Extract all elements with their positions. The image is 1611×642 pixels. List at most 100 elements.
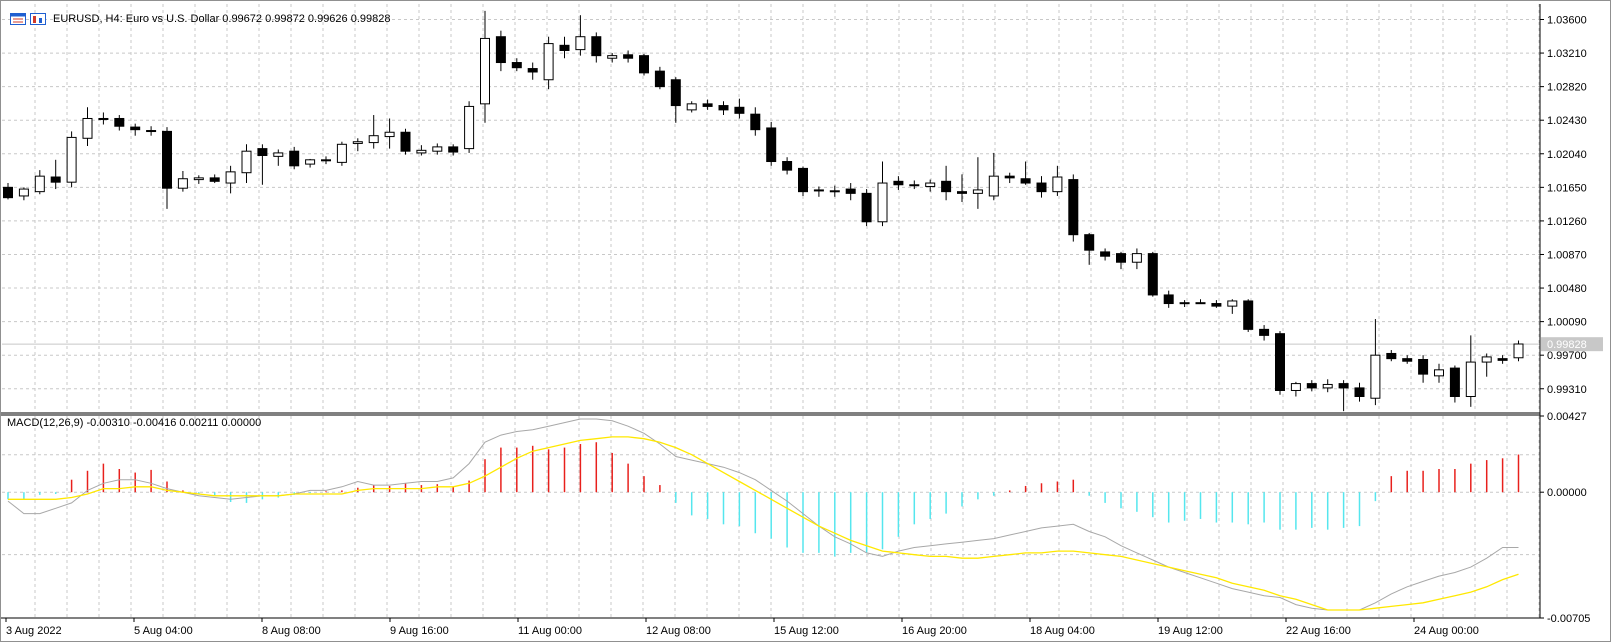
candle[interactable] — [1243, 299, 1254, 332]
candle[interactable] — [464, 101, 475, 153]
candle[interactable] — [336, 141, 347, 166]
candle[interactable] — [829, 185, 840, 197]
candle[interactable] — [416, 145, 427, 156]
candle[interactable] — [241, 144, 252, 184]
candle[interactable] — [368, 115, 379, 149]
candle[interactable] — [1513, 340, 1524, 362]
candle[interactable] — [1147, 251, 1158, 297]
candle[interactable] — [480, 10, 490, 123]
candle[interactable] — [273, 149, 284, 166]
candle[interactable] — [575, 15, 586, 56]
candle[interactable] — [639, 53, 649, 76]
candle[interactable] — [1131, 248, 1142, 270]
candle[interactable] — [146, 126, 157, 136]
candle[interactable] — [909, 180, 920, 190]
candle[interactable] — [591, 32, 602, 63]
candle[interactable] — [1084, 232, 1095, 265]
candle[interactable] — [1100, 248, 1111, 261]
candle[interactable] — [1402, 355, 1413, 364]
candle[interactable] — [321, 156, 331, 165]
candle[interactable] — [82, 107, 93, 147]
candle[interactable] — [1259, 325, 1270, 341]
chart-bars-icon[interactable] — [30, 13, 46, 25]
candle[interactable] — [511, 58, 522, 72]
candle[interactable] — [1116, 251, 1126, 270]
candle[interactable] — [1418, 355, 1429, 383]
candle[interactable] — [941, 165, 952, 201]
candle[interactable] — [559, 36, 570, 59]
candle[interactable] — [925, 179, 936, 192]
candle[interactable] — [1370, 319, 1381, 406]
candle[interactable] — [66, 131, 77, 188]
candle[interactable] — [1449, 365, 1460, 403]
chart-window-icon[interactable] — [10, 13, 26, 25]
candle[interactable] — [972, 157, 983, 209]
candle[interactable] — [162, 127, 172, 209]
candle[interactable] — [1036, 176, 1047, 198]
candle[interactable] — [1195, 299, 1206, 305]
candle[interactable] — [543, 36, 554, 90]
candle[interactable] — [1465, 335, 1476, 407]
candle[interactable] — [18, 187, 29, 201]
candle[interactable] — [50, 159, 61, 190]
candle[interactable] — [1306, 380, 1317, 392]
candle[interactable] — [177, 170, 188, 192]
candle[interactable] — [1497, 355, 1508, 364]
candle[interactable] — [654, 66, 665, 90]
candle[interactable] — [130, 123, 141, 136]
candle[interactable] — [34, 170, 45, 195]
candle[interactable] — [1481, 353, 1492, 377]
candle[interactable] — [257, 144, 268, 185]
candle[interactable] — [1275, 331, 1285, 395]
candle[interactable] — [861, 189, 872, 227]
candle[interactable] — [718, 101, 729, 116]
candle[interactable] — [750, 107, 761, 136]
candle[interactable] — [607, 53, 618, 63]
candle[interactable] — [1322, 379, 1333, 393]
candle[interactable] — [623, 50, 634, 63]
candle[interactable] — [1004, 172, 1015, 184]
candle[interactable] — [3, 183, 13, 200]
candle[interactable] — [289, 146, 300, 170]
candle[interactable] — [1386, 350, 1397, 362]
candle[interactable] — [1227, 299, 1238, 314]
candle[interactable] — [193, 175, 204, 184]
candle[interactable] — [495, 30, 506, 72]
candle[interactable] — [352, 138, 363, 152]
candle[interactable] — [957, 174, 967, 202]
candle[interactable] — [225, 165, 236, 194]
candle[interactable] — [782, 157, 793, 175]
candle[interactable] — [98, 112, 109, 125]
candle[interactable] — [1068, 174, 1079, 242]
candle[interactable] — [988, 152, 999, 201]
candle[interactable] — [670, 77, 681, 123]
candle[interactable] — [1290, 381, 1301, 397]
candle[interactable] — [686, 101, 697, 113]
candle[interactable] — [702, 99, 713, 110]
candle[interactable] — [1211, 300, 1222, 308]
candle[interactable] — [448, 144, 459, 156]
candle[interactable] — [1338, 380, 1349, 412]
candle[interactable] — [766, 121, 777, 166]
candle[interactable] — [209, 174, 220, 184]
candle[interactable] — [1163, 290, 1174, 308]
candle[interactable] — [1434, 363, 1444, 383]
candle[interactable] — [1354, 382, 1365, 402]
candle[interactable] — [877, 161, 888, 227]
candle[interactable] — [1052, 165, 1063, 196]
candle[interactable] — [1020, 161, 1031, 185]
candle[interactable] — [400, 128, 411, 155]
candle[interactable] — [734, 98, 745, 119]
candle[interactable] — [845, 183, 856, 201]
candle[interactable] — [527, 62, 538, 80]
candle[interactable] — [1179, 300, 1190, 307]
candle[interactable] — [305, 158, 316, 168]
candle[interactable] — [432, 143, 443, 155]
candle[interactable] — [813, 186, 824, 197]
candle[interactable] — [798, 166, 808, 196]
candle[interactable] — [893, 176, 904, 190]
candle[interactable] — [114, 115, 125, 131]
candle[interactable] — [384, 118, 395, 149]
